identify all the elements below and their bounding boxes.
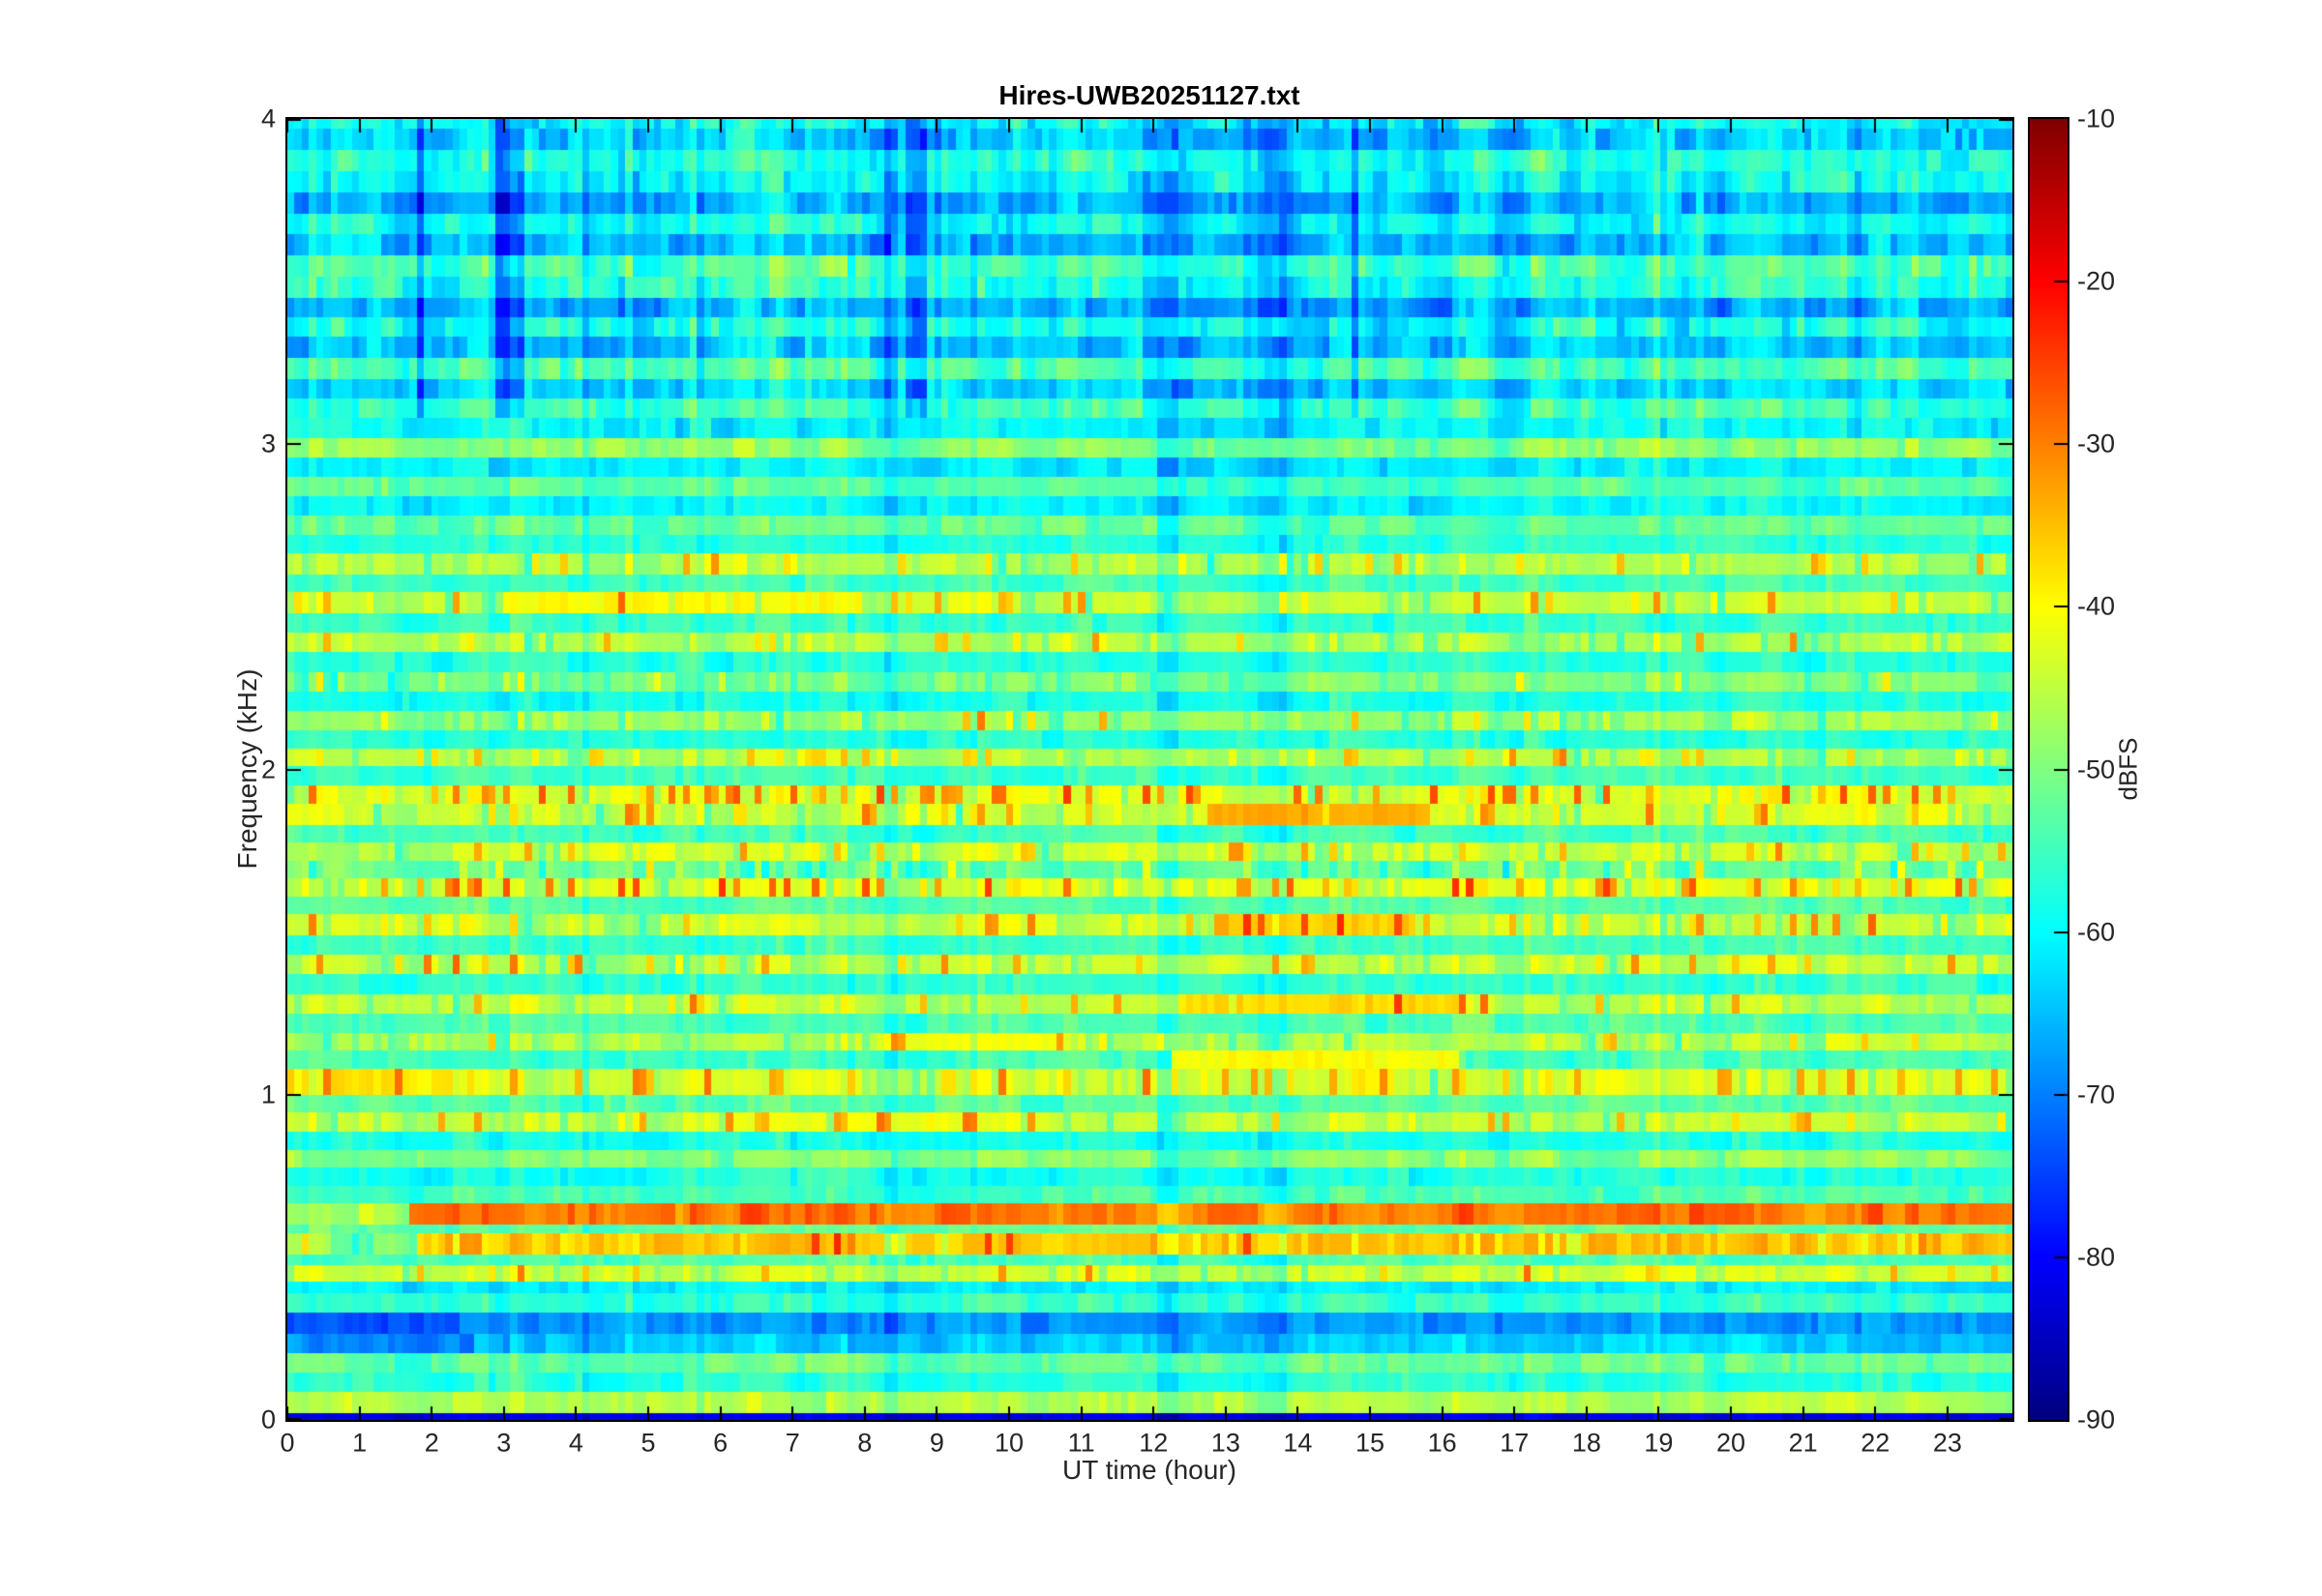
x-tick-label-8: 8	[857, 1428, 873, 1458]
colorbar-tick-label-20: -20	[2077, 266, 2116, 296]
x-tick-label-22: 22	[1861, 1428, 1890, 1458]
x-tick-label-2: 2	[424, 1428, 439, 1458]
colorbar-tick-label-30: -30	[2077, 429, 2116, 458]
x-tick-label-12: 12	[1139, 1428, 1169, 1458]
x-tick-label-14: 14	[1283, 1428, 1313, 1458]
x-tick-label-6: 6	[713, 1428, 729, 1458]
x-tick-label-10: 10	[994, 1428, 1025, 1458]
figure-title: Hires-UWB20251127.txt	[998, 80, 1300, 110]
colorbar-tick-label-70: -70	[2077, 1079, 2116, 1109]
colorbar-label: dBFS	[2113, 737, 2143, 801]
x-tick-label-15: 15	[1355, 1428, 1385, 1458]
x-axis-label: UT time (hour)	[1062, 1455, 1236, 1485]
y-tick-label-3: 3	[260, 429, 276, 458]
x-tick-label-7: 7	[785, 1428, 800, 1458]
colorbar-tick-label-40: -40	[2077, 591, 2116, 621]
x-tick-label-4: 4	[568, 1428, 583, 1458]
colorbar-tick-label-60: -60	[2077, 917, 2116, 947]
plot-area	[285, 117, 2014, 1422]
x-tick-label-23: 23	[1932, 1428, 1962, 1458]
x-tick-label-0: 0	[280, 1428, 295, 1458]
x-tick-label-19: 19	[1644, 1428, 1674, 1458]
colorbar	[2028, 117, 2069, 1422]
y-tick-label-0: 0	[260, 1404, 276, 1434]
x-tick-label-20: 20	[1716, 1428, 1746, 1458]
x-tick-label-9: 9	[929, 1428, 944, 1458]
colorbar-gradient-canvas	[2030, 119, 2068, 1420]
colorbar-tick-label-50: -50	[2077, 754, 2116, 783]
x-tick-label-17: 17	[1500, 1428, 1530, 1458]
y-axis-label: Frequency (kHz)	[232, 668, 262, 870]
colorbar-tick-label-10: -10	[2077, 103, 2116, 133]
x-tick-label-16: 16	[1427, 1428, 1457, 1458]
y-tick-label-4: 4	[260, 103, 276, 133]
spectrogram-heatmap-canvas	[287, 119, 2012, 1420]
x-tick-label-21: 21	[1788, 1428, 1818, 1458]
x-tick-label-3: 3	[496, 1428, 512, 1458]
x-tick-label-5: 5	[640, 1428, 656, 1458]
x-tick-label-11: 11	[1067, 1428, 1095, 1458]
x-tick-label-18: 18	[1571, 1428, 1601, 1458]
x-tick-label-13: 13	[1210, 1428, 1240, 1458]
y-tick-label-1: 1	[260, 1079, 276, 1109]
y-tick-label-2: 2	[260, 754, 276, 783]
colorbar-tick-label-90: -90	[2077, 1404, 2116, 1434]
colorbar-tick-label-80: -80	[2077, 1242, 2116, 1272]
x-tick-label-1: 1	[352, 1428, 368, 1458]
